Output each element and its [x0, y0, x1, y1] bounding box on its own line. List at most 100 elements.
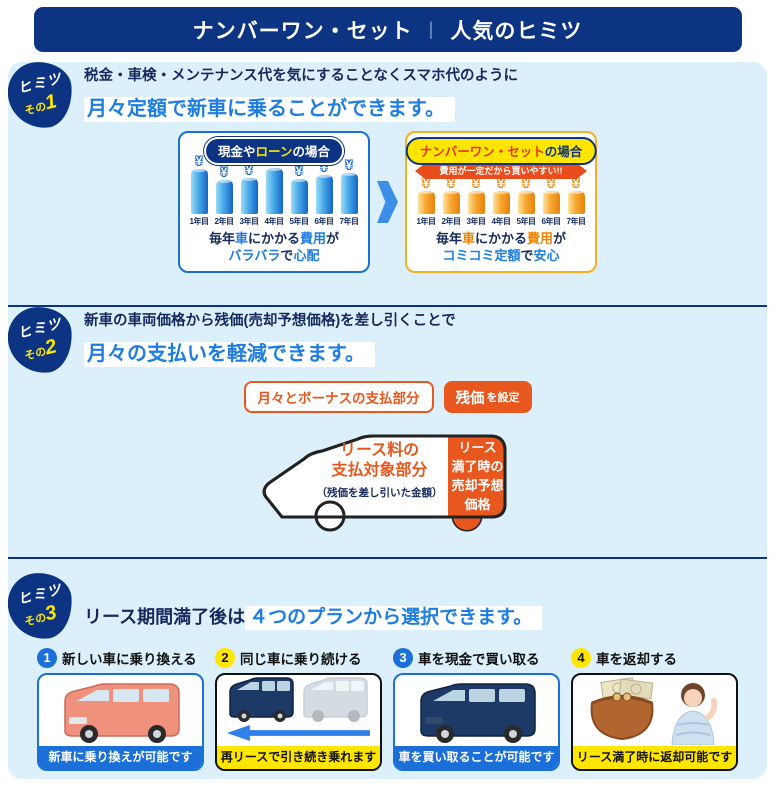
- plan-2-title: 2 同じ車に乗り続ける: [215, 648, 382, 668]
- yen-icon: ¥: [572, 176, 580, 190]
- cost-bar-group: ¥1年目: [189, 154, 209, 227]
- plan-option-2: 2 同じ車に乗り続ける: [215, 648, 382, 771]
- cost-bar-group: ¥2年目: [441, 176, 461, 227]
- secret-1-headline: 月々定額で新車に乗ることができます。: [84, 92, 518, 122]
- cost-bar: ¥: [215, 165, 233, 214]
- right-arrow-icon: [377, 181, 398, 223]
- page-title-right: 人気のヒミツ: [450, 19, 583, 43]
- year-label: 4年目: [491, 217, 511, 226]
- plan-4-caption: リース満了時に返却可能です: [573, 746, 736, 769]
- cost-bar-group: ¥3年目: [466, 176, 486, 227]
- cost-bar-group: ¥5年目: [516, 176, 536, 227]
- cost-bar-group: ¥1年目: [416, 176, 436, 227]
- section-secret-1: ヒミツ その1 税金・車検・メンテナンス代を気にすることなくスマホ代のように 月…: [8, 62, 767, 305]
- cost-bar: ¥: [467, 176, 485, 214]
- navy-kei-car: [395, 675, 558, 746]
- year-label: 5年目: [289, 217, 309, 226]
- cost-bar-group: ¥4年目: [264, 153, 284, 227]
- year-label: 6年目: [541, 217, 561, 226]
- plan-option-4: 4 車を返却する: [571, 648, 738, 771]
- cost-bar: ¥: [265, 153, 283, 214]
- secret-3-headline: リース期間満了後は ４つのプランから選択できます。: [84, 584, 543, 630]
- year-label: 4年目: [264, 217, 284, 226]
- cost-bar: ¥: [340, 158, 358, 214]
- year-label: 1年目: [416, 217, 436, 226]
- promo-page: ナンバーワン・セット | 人気のヒミツ ヒミツ その1 税金・車検・メンテナンス…: [0, 7, 775, 802]
- secret-2-badge: ヒミツ その2: [8, 304, 75, 376]
- secret-1-headlines: 税金・車検・メンテナンス代を気にすることなくスマホ代のように 月々定額で新車に乗…: [84, 62, 518, 122]
- plan-2-number-badge: 2: [215, 648, 235, 668]
- cost-bar: ¥: [567, 176, 585, 214]
- lease-payment-target-text: リース料の 支払対象部分 （残価を差し引いた金額）: [316, 442, 443, 499]
- yen-icon: ¥: [295, 164, 303, 178]
- cash-loan-chart: 現金やローンの場合 ¥1年目¥2年目¥3年目¥4年目¥5年目¥6年目¥7年目 毎…: [178, 131, 370, 273]
- plan-1-card: 新車に乗り換えが可能です: [37, 673, 204, 771]
- yen-icon: ¥: [472, 176, 480, 190]
- cash-loan-bars: ¥1年目¥2年目¥3年目¥4年目¥5年目¥6年目¥7年目: [180, 153, 368, 227]
- content-panel: ヒミツ その1 税金・車検・メンテナンス代を気にすることなくスマホ代のように 月…: [8, 62, 767, 779]
- section-divider: [8, 305, 767, 307]
- secret-2-headline: 月々の支払いを軽減できます。: [84, 337, 456, 367]
- cost-bar: ¥: [190, 154, 208, 214]
- year-label: 2年目: [441, 217, 461, 226]
- plan-2-caption: 再リースで引き続き乗れます: [217, 746, 380, 769]
- number-one-set-chart-title: ナンバーワン・セットの場合: [405, 137, 597, 165]
- year-label: 5年目: [516, 217, 536, 226]
- yen-icon: ¥: [220, 165, 228, 179]
- year-label: 7年目: [566, 217, 586, 226]
- number-one-set-bars: ¥1年目 ¥2年目 ¥3年目 ¥4年目 ¥5年目 ¥6年目 ¥7年目: [407, 176, 595, 227]
- cost-bar: ¥: [315, 160, 333, 214]
- secret-1-header: ヒミツ その1 税金・車検・メンテナンス代を気にすることなくスマホ代のように 月…: [8, 62, 767, 131]
- secret-2-headlines: 新車の車両価格から残価(売却予想価格)を差し引くことで 月々の支払いを軽減できま…: [84, 307, 456, 367]
- cost-bar-group: ¥7年目: [339, 158, 359, 227]
- secret-3-header: ヒミツ その3 リース期間満了後は ４つのプランから選択できます。: [8, 559, 767, 642]
- cost-bar-group: ¥2年目: [214, 165, 234, 227]
- section-secret-3: ヒミツ その3 リース期間満了後は ４つのプランから選択できます。 1 新しい車に…: [8, 559, 767, 779]
- cash-loan-chart-title: 現金やローンの場合: [204, 137, 344, 165]
- plan-3-title: 3 車を現金で買い取る: [393, 648, 560, 668]
- plan-3-card: 車を買い取ることが可能です: [393, 673, 560, 771]
- cost-bar: ¥: [240, 163, 258, 214]
- plan-option-1: 1 新しい車に乗り換える: [37, 648, 204, 771]
- residual-value-text: リース 満了時の 売却予想 価格: [451, 440, 504, 512]
- yen-icon: ¥: [345, 158, 353, 172]
- yen-icon: ¥: [497, 176, 505, 190]
- cost-bar-group: ¥6年目: [314, 160, 334, 227]
- year-label: 3年目: [466, 217, 486, 226]
- year-label: 1年目: [189, 217, 209, 226]
- plan-3-caption: 車を買い取ることが可能です: [395, 746, 558, 769]
- plan-option-3: 3 車を現金で買い取る: [393, 648, 560, 771]
- title-separator: |: [428, 19, 435, 39]
- year-label: 2年目: [214, 217, 234, 226]
- page-title-left: ナンバーワン・セット: [192, 19, 413, 43]
- plan-1-number-badge: 1: [37, 648, 57, 668]
- secret-3-badge: ヒミツ その3: [8, 570, 75, 642]
- year-label: 6年目: [314, 217, 334, 226]
- plan-options: 1 新しい車に乗り換える: [8, 648, 767, 771]
- cost-bar-group: ¥5年目: [289, 164, 309, 227]
- purse-with-cash-and-woman: [573, 675, 736, 746]
- plan-2-card: 再リースで引き続き乗れます: [215, 673, 382, 771]
- secret-1-subheadline: 税金・車検・メンテナンス代を気にすることなくスマホ代のように: [84, 68, 518, 84]
- plan-4-title: 4 車を返却する: [571, 648, 738, 668]
- year-label: 7年目: [339, 217, 359, 226]
- number-one-set-caption: 毎年車にかかる費用が コミコミ定額で安心: [435, 230, 567, 264]
- year-label: 3年目: [239, 217, 259, 226]
- plan-3-number-badge: 3: [393, 648, 413, 668]
- yen-icon: ¥: [447, 176, 455, 190]
- page-title-bar: ナンバーワン・セット | 人気のヒミツ: [33, 7, 742, 52]
- cost-bar-group: ¥3年目: [239, 163, 259, 227]
- secret-2-subheadline: 新車の車両価格から残価(売却予想価格)を差し引くことで: [84, 313, 456, 329]
- cost-bar: ¥: [542, 176, 560, 214]
- cash-loan-caption: 毎年車にかかる費用が バラバラで心配: [208, 230, 340, 264]
- navy-kei-car-with-ghost-car: [217, 675, 380, 746]
- cost-bar-group: ¥7年目: [566, 176, 586, 227]
- monthly-bonus-payment-label: 月々とボーナスの支払部分: [243, 381, 434, 413]
- car-silhouette-split-diagram: リース料の 支払対象部分 （残価を差し引いた金額） リース 満了時の 売却予想 …: [252, 417, 524, 535]
- plan-1-title: 1 新しい車に乗り換える: [37, 648, 204, 668]
- cost-bar-group: ¥6年目: [541, 176, 561, 227]
- plan-1-caption: 新車に乗り換えが可能です: [39, 746, 202, 769]
- payment-labels: 月々とボーナスの支払部分 残価 を設定: [8, 381, 767, 413]
- cost-bar: ¥: [290, 164, 308, 214]
- car-silhouette-svg: [262, 434, 506, 532]
